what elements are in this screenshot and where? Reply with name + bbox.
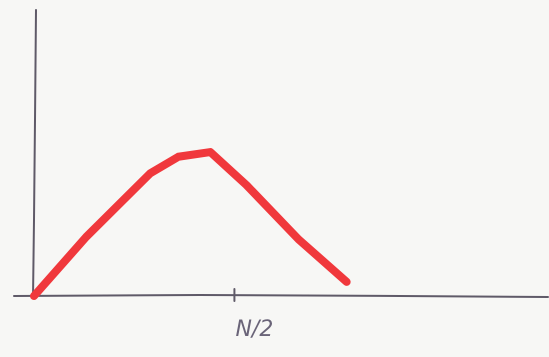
- series-layer: [30, 148, 351, 300]
- axes: [13, 9, 549, 299]
- x-tick-label-0: N/2: [235, 317, 273, 342]
- y-axis-line: [32, 9, 37, 299]
- ticks-layer: N/2: [233, 288, 273, 342]
- series-line-0: [30, 148, 351, 300]
- x-axis-line: [13, 293, 549, 298]
